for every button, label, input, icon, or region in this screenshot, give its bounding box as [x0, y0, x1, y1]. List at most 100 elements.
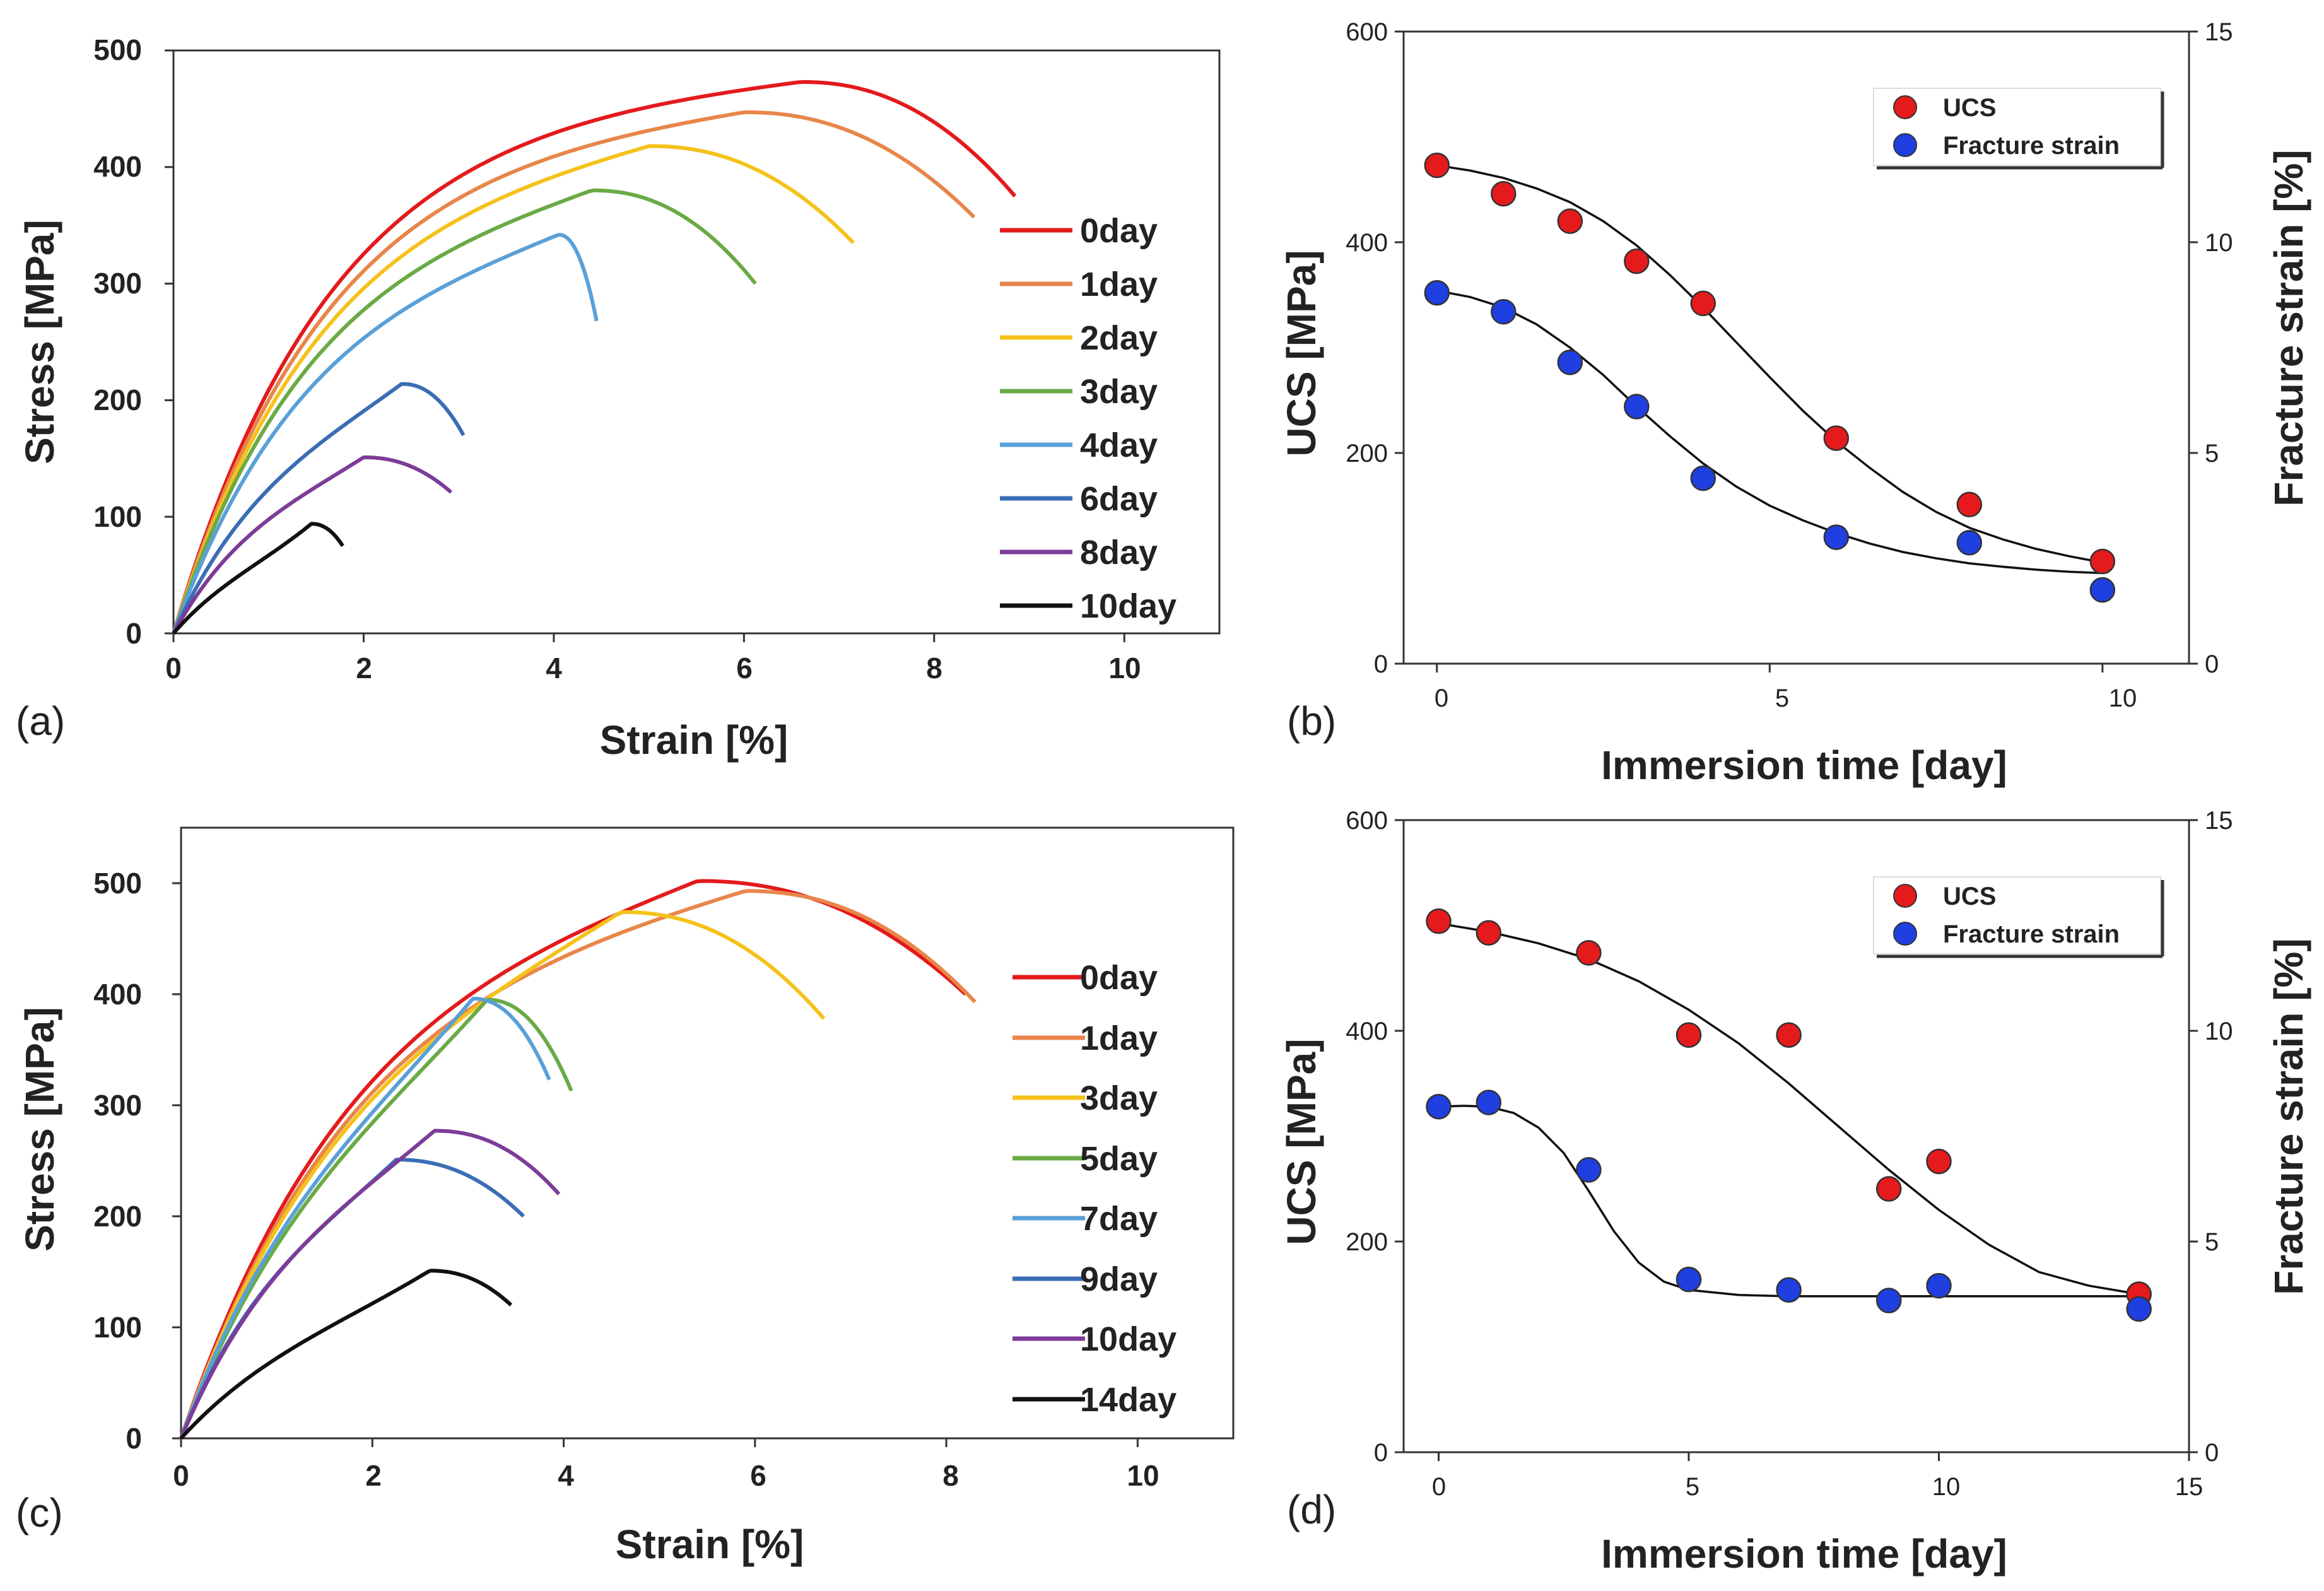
panel-b-y2tick: 0	[2205, 650, 2219, 678]
panel-c-curve-1day	[179, 889, 977, 1440]
panel-d-ytick: 600	[1346, 807, 1388, 835]
panel-c: 0 2 4 6 8 10 0 100 200 300 400 500 Strai…	[16, 826, 1235, 1567]
panel-d-legend-label: UCS	[1943, 883, 1996, 910]
panel-b: 0 5 10 0 200 400 600 0 5 10 15 Immersion…	[1279, 18, 2311, 788]
panel-b-point-fracture-strain	[1424, 279, 1450, 306]
panel-d-legend-label: Fracture strain	[1943, 920, 2120, 948]
panel-c-curve-7day	[179, 997, 551, 1440]
panel-d-point-ucs	[1576, 940, 1602, 966]
panel-d-point-fracture-strain	[1476, 1089, 1502, 1115]
panel-b-xlabel: Immersion time [day]	[1601, 743, 2007, 788]
panel-a: 0 2 4 6 8 10 0 100 200 300 400 500 Strai…	[16, 33, 1221, 763]
panel-a-xtick: 4	[546, 652, 562, 684]
panel-c-xtick: 0	[173, 1459, 189, 1492]
panel-b-y2tick: 15	[2205, 18, 2233, 46]
panel-a-ytick: 300	[93, 267, 142, 300]
panel-c-ytick: 0	[126, 1422, 142, 1455]
panel-a-ytick: 400	[93, 150, 142, 183]
panel-d-point-fracture-strain	[1426, 1093, 1452, 1120]
panel-d-xticks: 0 5 10 15	[1432, 1473, 2203, 1501]
panel-c-xtick: 4	[558, 1459, 574, 1492]
panel-c-ylabel: Stress [MPa]	[17, 1007, 62, 1252]
panel-d-y2tick: 10	[2205, 1018, 2233, 1045]
panel-b-point-ucs	[1690, 290, 1717, 317]
panel-b-point-fracture-strain	[1823, 524, 1850, 550]
panel-a-curve-2day	[172, 144, 855, 634]
panel-b-y2label: Fracture strain [%]	[2266, 150, 2311, 506]
panel-a-tag: (a)	[16, 698, 65, 744]
panel-d-y2tick: 15	[2205, 807, 2233, 835]
panel-c-curve-5day	[179, 997, 573, 1440]
panel-a-xlabel: Strain [%]	[600, 717, 789, 763]
panel-c-legend-label: 3day	[1080, 1079, 1158, 1117]
panel-b-ytick: 0	[1374, 650, 1388, 678]
panel-d-point-ucs	[1926, 1148, 1952, 1175]
panel-d-legend-box	[1873, 876, 2161, 954]
panel-d-legend-marker	[1893, 884, 1917, 908]
panel-d-point-ucs	[1875, 1176, 1902, 1202]
panel-c-xticks: 0 2 4 6 8 10	[173, 1459, 1159, 1492]
panel-d-point-ucs	[1776, 1022, 1802, 1048]
panel-d-point-fracture-strain	[1676, 1266, 1702, 1293]
panel-d-point-fracture-strain	[1926, 1272, 1952, 1299]
panel-b-legend-marker	[1893, 133, 1917, 157]
panel-b-ytick: 200	[1346, 440, 1388, 467]
panel-a-legend-label: 3day	[1080, 373, 1158, 411]
panel-c-ytick: 300	[93, 1089, 142, 1122]
panel-b-point-ucs	[1424, 152, 1450, 179]
panel-d-point-ucs	[1426, 908, 1452, 934]
panel-d-plot-frame	[1402, 819, 2190, 1453]
panel-a-legend-label: 10day	[1080, 587, 1177, 625]
panel-a-ylabel: Stress [MPa]	[17, 220, 62, 464]
panel-d-ytick: 0	[1374, 1439, 1388, 1467]
panel-a-curve-3day	[172, 188, 757, 634]
panel-c-curve-14day	[179, 1269, 513, 1440]
panel-a-curve-10day	[172, 522, 344, 635]
panel-a-legend-label: 4day	[1080, 426, 1158, 464]
panel-d-ylabel: UCS [MPa]	[1279, 1038, 1324, 1245]
panel-b-plot-frame	[1402, 30, 2190, 665]
panel-c-legend-label: 9day	[1080, 1260, 1158, 1298]
panel-b-point-fracture-strain	[1557, 349, 1583, 375]
panel-d-fit-fracture-strain	[1438, 1105, 2139, 1298]
panel-c-legend-label: 0day	[1080, 959, 1158, 997]
panel-b-tag: (b)	[1287, 698, 1336, 744]
panel-b-xtick: 5	[1775, 684, 1789, 712]
panel-b-fit-ucs	[1436, 164, 2103, 564]
panel-c-yticks: 0 100 200 300 400 500	[93, 867, 142, 1455]
panel-c-legend-label: 14day	[1080, 1381, 1177, 1419]
panel-b-point-ucs	[1956, 491, 1983, 518]
panel-c-xlabel: Strain [%]	[616, 1522, 804, 1567]
panel-a-legend-label: 0day	[1080, 212, 1158, 250]
panel-a-legend: 0day 1day 2day 3day 4day 6day 8day 10day	[1000, 212, 1177, 625]
panel-a-ytick: 200	[93, 384, 142, 416]
panel-c-legend-label: 5day	[1080, 1140, 1158, 1178]
panel-c-legend-label: 7day	[1080, 1200, 1158, 1238]
panel-b-point-fracture-strain	[1690, 465, 1717, 491]
panel-a-curve-8day	[172, 455, 453, 635]
panel-b-legend-label: Fracture strain	[1943, 132, 2120, 160]
panel-d-xtick: 0	[1432, 1473, 1446, 1501]
panel-b-legend-marker	[1893, 95, 1917, 119]
panel-a-plot-frame	[172, 49, 1221, 635]
panel-c-tag: (c)	[16, 1490, 63, 1535]
panel-b-point-ucs	[1491, 180, 1517, 207]
panel-c-legend: 0day 1day 3day 5day 7day 9day 10day 14da…	[1012, 959, 1177, 1419]
panel-a-xtick: 2	[356, 652, 372, 684]
panel-b-point-fracture-strain	[2089, 577, 2116, 603]
panel-b-point-fracture-strain	[1956, 530, 1983, 556]
panel-b-point-ucs	[1624, 248, 1650, 274]
panel-a-legend-label: 8day	[1080, 534, 1158, 572]
panel-d-ytick: 400	[1346, 1018, 1388, 1045]
panel-a-curve-1day	[172, 110, 976, 634]
panel-b-legend-label: UCS	[1943, 94, 1996, 122]
panel-b-point-fracture-strain	[1624, 394, 1650, 420]
panel-c-curve-0day	[179, 879, 967, 1439]
panel-c-legend-label: 10day	[1080, 1320, 1177, 1358]
panel-c-xtick: 8	[942, 1459, 959, 1492]
panel-a-ytick: 100	[93, 500, 142, 533]
panel-d-point-fracture-strain	[1576, 1157, 1602, 1183]
panel-b-point-ucs	[2089, 548, 2116, 575]
panel-a-ytick: 500	[93, 33, 142, 66]
